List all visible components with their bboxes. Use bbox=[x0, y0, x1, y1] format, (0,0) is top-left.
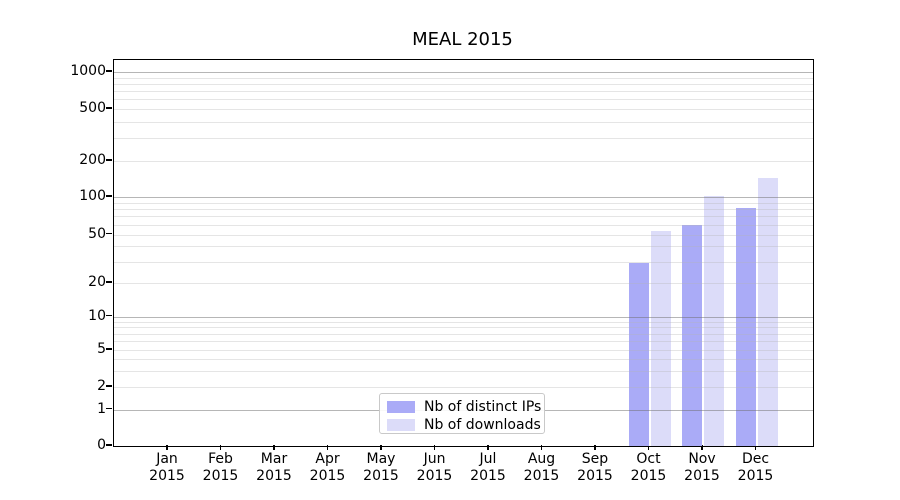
y-axis-tick-mark bbox=[106, 444, 112, 446]
minor-gridline bbox=[114, 121, 813, 123]
y-axis-tick-label: 5 bbox=[97, 341, 106, 357]
y-axis-tick-mark bbox=[106, 232, 112, 235]
minor-gridline bbox=[114, 234, 813, 236]
y-axis-tick-mark bbox=[106, 159, 112, 161]
x-axis-tick-mark bbox=[219, 445, 222, 450]
bar-distinct-ips bbox=[628, 263, 649, 446]
y-axis-tick-label: 500 bbox=[79, 100, 106, 116]
minor-gridline bbox=[114, 161, 813, 162]
minor-gridline bbox=[114, 321, 813, 323]
minor-gridline bbox=[114, 202, 813, 204]
legend-label-distinct-ips: Nb of distinct IPs bbox=[424, 398, 542, 415]
minor-gridline bbox=[114, 77, 813, 79]
x-axis-tick-label: Jul 2015 bbox=[470, 451, 506, 484]
x-axis-tick-label: Feb 2015 bbox=[202, 451, 239, 484]
legend-item-downloads: Nb of downloads bbox=[387, 416, 544, 433]
legend-swatch-downloads-icon bbox=[387, 418, 415, 431]
plot-area bbox=[113, 59, 814, 447]
minor-gridline bbox=[114, 224, 813, 226]
x-axis-tick-mark bbox=[380, 445, 382, 450]
major-gridline bbox=[114, 72, 813, 73]
chart-title: MEAL 2015 bbox=[412, 29, 513, 50]
y-axis-tick-mark bbox=[106, 107, 112, 109]
minor-gridline bbox=[114, 209, 813, 211]
x-axis-tick-mark bbox=[754, 445, 757, 450]
bar-downloads bbox=[650, 231, 671, 446]
legend-item-distinct-ips: Nb of distinct IPs bbox=[387, 398, 544, 415]
x-axis-tick-label: Oct 2015 bbox=[630, 451, 667, 484]
y-axis-tick-mark bbox=[106, 195, 112, 197]
x-axis-tick-label: Dec 2015 bbox=[737, 451, 774, 484]
minor-gridline bbox=[114, 283, 813, 284]
y-axis-tick-label: 50 bbox=[88, 225, 106, 242]
x-axis-tick-label: Sep 2015 bbox=[577, 451, 613, 484]
x-axis-tick-label: Aug 2015 bbox=[523, 451, 560, 484]
y-axis-tick-label: 100 bbox=[79, 188, 106, 204]
minor-gridline bbox=[114, 327, 813, 329]
minor-gridline bbox=[114, 216, 813, 218]
legend-label-downloads: Nb of downloads bbox=[424, 416, 541, 433]
y-axis-tick-mark bbox=[106, 314, 112, 317]
x-axis-tick-label: Mar 2015 bbox=[256, 451, 292, 484]
x-axis-tick-mark bbox=[326, 445, 329, 450]
x-axis-tick-mark bbox=[701, 445, 703, 450]
major-gridline bbox=[114, 197, 813, 198]
x-axis-tick-mark bbox=[166, 445, 168, 450]
x-axis-tick-label: Apr 2015 bbox=[309, 451, 346, 484]
y-axis-tick-label: 1000 bbox=[70, 63, 106, 79]
x-axis-tick-label: May 2015 bbox=[363, 451, 399, 484]
bar-distinct-ips bbox=[682, 224, 702, 446]
minor-gridline bbox=[114, 359, 813, 360]
y-axis-tick-mark bbox=[106, 70, 112, 72]
y-axis-tick-mark bbox=[106, 385, 112, 387]
minor-gridline bbox=[114, 109, 813, 110]
x-axis-tick-mark bbox=[540, 445, 543, 450]
x-axis-tick-mark bbox=[487, 445, 489, 450]
minor-gridline bbox=[114, 387, 813, 388]
minor-gridline bbox=[114, 341, 813, 343]
x-axis-tick-label: Jan 2015 bbox=[149, 451, 185, 484]
y-axis-tick-mark bbox=[106, 407, 112, 410]
minor-gridline bbox=[114, 261, 813, 263]
minor-gridline bbox=[114, 137, 813, 139]
legend: Nb of distinct IPs Nb of downloads bbox=[379, 393, 545, 434]
y-axis-tick-label: 200 bbox=[79, 152, 106, 168]
minor-gridline bbox=[114, 91, 813, 93]
x-axis-tick-mark bbox=[647, 445, 650, 450]
minor-gridline bbox=[114, 370, 813, 372]
y-axis-tick-label: 2 bbox=[97, 378, 106, 394]
minor-gridline bbox=[114, 333, 813, 335]
x-axis-tick-mark bbox=[594, 445, 596, 450]
bar-downloads bbox=[704, 195, 724, 446]
y-axis-tick-mark bbox=[106, 348, 112, 350]
y-axis-tick-label: 1 bbox=[97, 400, 106, 417]
x-axis-tick-mark bbox=[433, 445, 436, 450]
x-axis-tick-label: Nov 2015 bbox=[684, 451, 720, 484]
bar-distinct-ips bbox=[735, 207, 756, 446]
minor-gridline bbox=[114, 246, 813, 248]
minor-gridline bbox=[114, 99, 813, 101]
major-gridline bbox=[114, 316, 813, 318]
y-axis-tick-mark bbox=[106, 281, 112, 283]
y-axis-tick-label: 0 bbox=[97, 437, 106, 453]
y-axis-tick-label: 10 bbox=[88, 307, 106, 324]
bar-downloads bbox=[757, 178, 778, 446]
x-axis-tick-label: Jun 2015 bbox=[416, 451, 453, 484]
minor-gridline bbox=[114, 350, 813, 351]
legend-swatch-distinct-ips-icon bbox=[387, 400, 415, 413]
minor-gridline bbox=[114, 83, 813, 85]
x-axis-tick-mark bbox=[273, 445, 275, 450]
y-axis-tick-label: 20 bbox=[88, 274, 106, 290]
